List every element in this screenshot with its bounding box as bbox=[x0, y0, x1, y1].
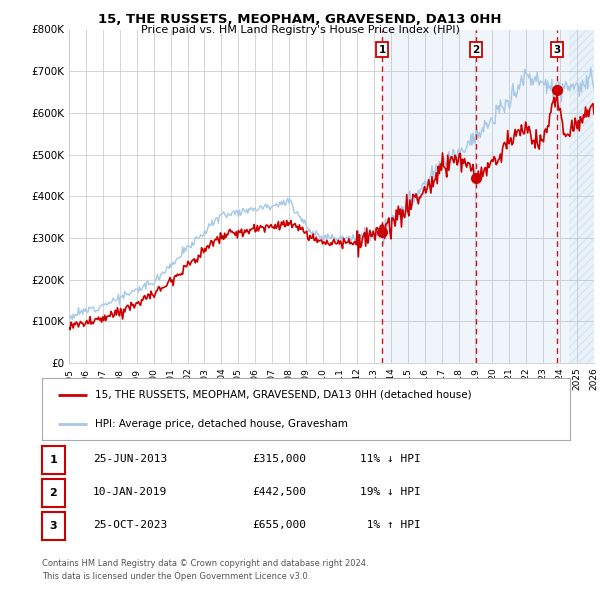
Text: 3: 3 bbox=[50, 521, 57, 530]
Text: 19% ↓ HPI: 19% ↓ HPI bbox=[360, 487, 421, 497]
Text: 1: 1 bbox=[379, 44, 386, 54]
Text: Contains HM Land Registry data © Crown copyright and database right 2024.: Contains HM Land Registry data © Crown c… bbox=[42, 559, 368, 568]
Text: 10-JAN-2019: 10-JAN-2019 bbox=[93, 487, 167, 497]
Text: £442,500: £442,500 bbox=[252, 487, 306, 497]
Bar bbox=[569, 30, 594, 363]
Text: 1: 1 bbox=[50, 455, 57, 465]
Text: 15, THE RUSSETS, MEOPHAM, GRAVESEND, DA13 0HH: 15, THE RUSSETS, MEOPHAM, GRAVESEND, DA1… bbox=[98, 13, 502, 26]
Text: 2: 2 bbox=[50, 489, 57, 498]
Text: Price paid vs. HM Land Registry's House Price Index (HPI): Price paid vs. HM Land Registry's House … bbox=[140, 25, 460, 35]
Text: 25-OCT-2023: 25-OCT-2023 bbox=[93, 520, 167, 529]
Text: 3: 3 bbox=[553, 44, 561, 54]
Text: 15, THE RUSSETS, MEOPHAM, GRAVESEND, DA13 0HH (detached house): 15, THE RUSSETS, MEOPHAM, GRAVESEND, DA1… bbox=[95, 390, 472, 400]
Text: This data is licensed under the Open Government Licence v3.0.: This data is licensed under the Open Gov… bbox=[42, 572, 310, 581]
Text: 11% ↓ HPI: 11% ↓ HPI bbox=[360, 454, 421, 464]
Text: 2: 2 bbox=[472, 44, 479, 54]
Text: HPI: Average price, detached house, Gravesham: HPI: Average price, detached house, Grav… bbox=[95, 419, 347, 429]
Text: 1% ↑ HPI: 1% ↑ HPI bbox=[360, 520, 421, 529]
Bar bbox=[382, 30, 569, 363]
Text: £315,000: £315,000 bbox=[252, 454, 306, 464]
Text: 25-JUN-2013: 25-JUN-2013 bbox=[93, 454, 167, 464]
Text: £655,000: £655,000 bbox=[252, 520, 306, 529]
